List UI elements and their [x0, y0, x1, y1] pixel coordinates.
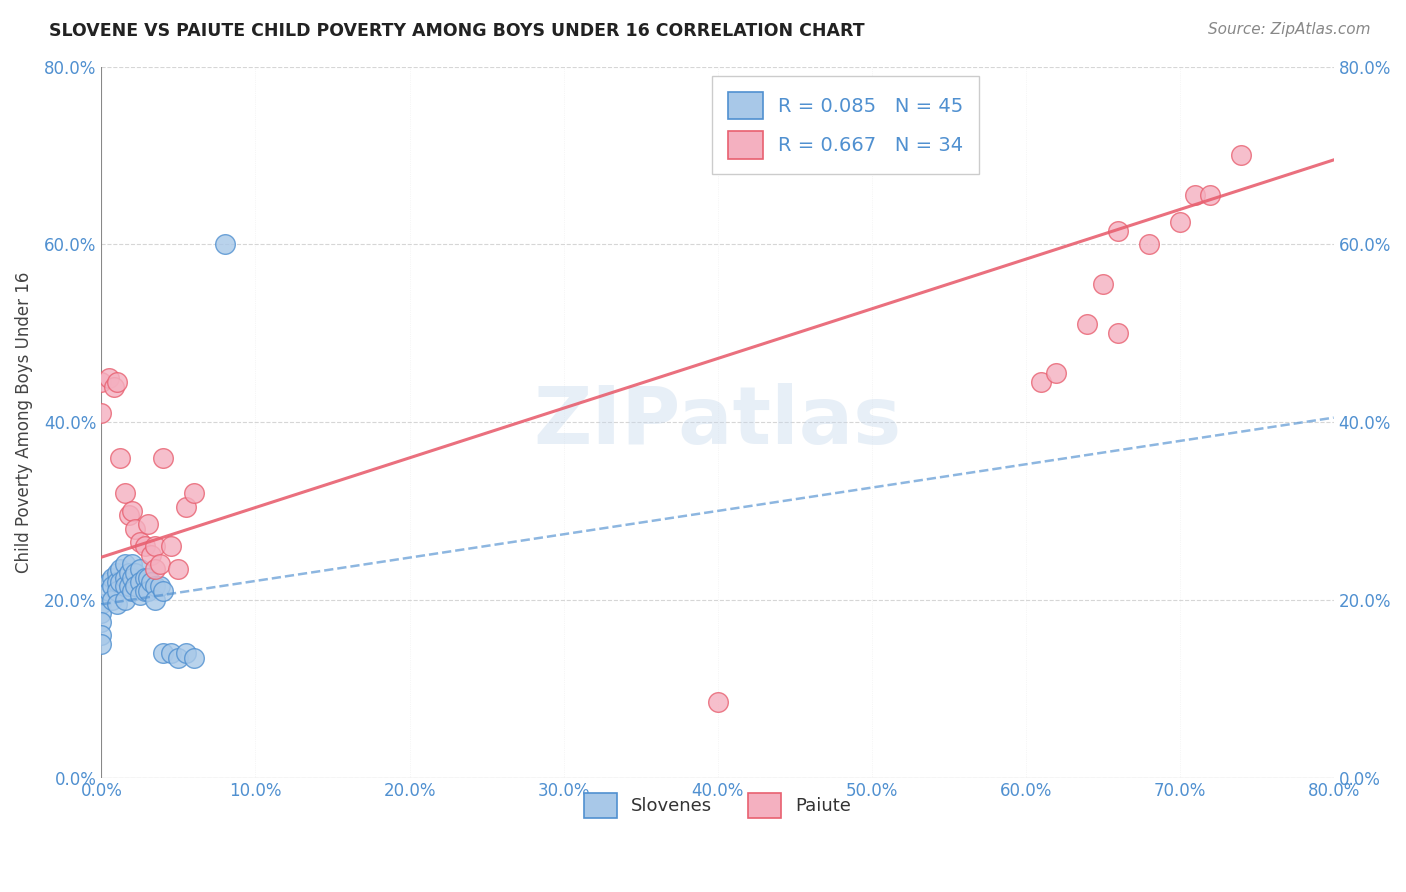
- Point: [124, 566, 146, 581]
- Point: [90, 615, 112, 629]
- Point: [101, 579, 124, 593]
- Point: [105, 583, 128, 598]
- Point: [129, 588, 152, 602]
- Point: [124, 522, 146, 536]
- Point: [1076, 318, 1098, 332]
- Point: [114, 486, 136, 500]
- Text: Source: ZipAtlas.com: Source: ZipAtlas.com: [1208, 22, 1371, 37]
- Point: [124, 579, 146, 593]
- Point: [136, 571, 159, 585]
- Point: [121, 571, 143, 585]
- Point: [152, 583, 174, 598]
- Point: [183, 486, 205, 500]
- Point: [152, 450, 174, 465]
- Point: [98, 583, 121, 598]
- Point: [114, 592, 136, 607]
- Point: [139, 549, 162, 563]
- Point: [174, 500, 197, 514]
- Point: [214, 237, 236, 252]
- Point: [183, 650, 205, 665]
- Point: [90, 628, 112, 642]
- Point: [1168, 215, 1191, 229]
- Point: [149, 558, 172, 572]
- Point: [114, 571, 136, 585]
- Point: [1184, 188, 1206, 202]
- Point: [90, 406, 112, 420]
- Point: [1091, 277, 1114, 292]
- Point: [129, 535, 152, 549]
- Point: [108, 450, 131, 465]
- Point: [98, 575, 121, 590]
- Point: [167, 650, 190, 665]
- Text: SLOVENE VS PAIUTE CHILD POVERTY AMONG BOYS UNDER 16 CORRELATION CHART: SLOVENE VS PAIUTE CHILD POVERTY AMONG BO…: [49, 22, 865, 40]
- Point: [101, 571, 124, 585]
- Point: [101, 592, 124, 607]
- Point: [145, 540, 167, 554]
- Point: [90, 637, 112, 651]
- Point: [159, 540, 181, 554]
- Point: [134, 571, 156, 585]
- Point: [159, 646, 181, 660]
- Point: [149, 579, 172, 593]
- Point: [134, 540, 156, 554]
- Point: [145, 592, 167, 607]
- Point: [105, 375, 128, 389]
- Point: [90, 375, 112, 389]
- Point: [121, 583, 143, 598]
- Point: [706, 695, 728, 709]
- Legend: Slovenes, Paiute: Slovenes, Paiute: [576, 786, 858, 825]
- Point: [1029, 375, 1052, 389]
- Text: ZIPatlas: ZIPatlas: [533, 383, 901, 461]
- Point: [121, 504, 143, 518]
- Point: [174, 646, 197, 660]
- Point: [118, 508, 141, 523]
- Point: [118, 566, 141, 581]
- Point: [1107, 326, 1129, 341]
- Point: [105, 597, 128, 611]
- Point: [1137, 237, 1160, 252]
- Point: [134, 583, 156, 598]
- Point: [1107, 224, 1129, 238]
- Point: [136, 517, 159, 532]
- Point: [1230, 148, 1253, 162]
- Point: [121, 558, 143, 572]
- Point: [108, 575, 131, 590]
- Point: [139, 575, 162, 590]
- Y-axis label: Child Poverty Among Boys Under 16: Child Poverty Among Boys Under 16: [15, 271, 32, 573]
- Point: [90, 606, 112, 620]
- Point: [145, 579, 167, 593]
- Point: [98, 370, 121, 384]
- Point: [105, 566, 128, 581]
- Point: [114, 558, 136, 572]
- Point: [167, 562, 190, 576]
- Point: [105, 575, 128, 590]
- Point: [129, 575, 152, 590]
- Point: [145, 562, 167, 576]
- Point: [1045, 366, 1067, 380]
- Point: [1199, 188, 1222, 202]
- Point: [118, 579, 141, 593]
- Point: [108, 562, 131, 576]
- Point: [103, 379, 125, 393]
- Point: [152, 646, 174, 660]
- Point: [129, 562, 152, 576]
- Point: [136, 583, 159, 598]
- Point: [90, 597, 112, 611]
- Point: [114, 579, 136, 593]
